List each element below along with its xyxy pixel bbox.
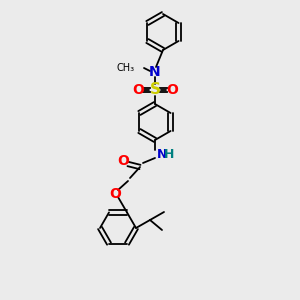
Text: N: N <box>149 65 161 79</box>
Text: H: H <box>164 148 174 160</box>
Text: O: O <box>109 187 121 201</box>
Text: N: N <box>157 148 167 160</box>
Text: O: O <box>117 154 129 168</box>
Text: CH₃: CH₃ <box>117 63 135 73</box>
Text: S: S <box>149 82 161 98</box>
Text: O: O <box>132 83 144 97</box>
Text: O: O <box>166 83 178 97</box>
